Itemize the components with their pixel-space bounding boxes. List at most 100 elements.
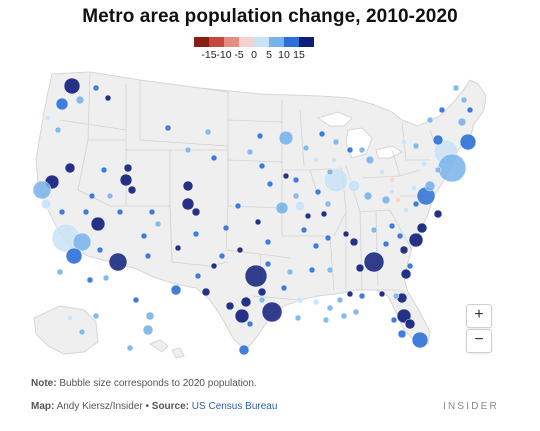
metro-bubble[interactable] [222,224,230,232]
metro-bubble[interactable] [64,162,76,174]
metro-bubble[interactable] [381,195,391,205]
metro-bubble[interactable] [225,301,235,311]
metro-bubble[interactable] [44,114,52,122]
metro-bubble[interactable] [438,106,446,114]
metro-bubble[interactable] [363,191,373,201]
metro-bubble[interactable] [390,316,398,324]
metro-bubble[interactable] [358,292,366,300]
metro-bubble[interactable] [92,312,100,320]
metro-bubble[interactable] [204,128,212,136]
metro-bubble[interactable] [349,237,359,247]
metro-bubble[interactable] [246,148,254,156]
metro-bubble[interactable] [396,232,404,240]
metro-bubble[interactable] [312,242,320,250]
metro-bubble[interactable] [90,216,106,232]
metro-bubble[interactable] [184,146,192,154]
metro-bubble[interactable] [181,197,195,211]
metro-bubble[interactable] [326,266,334,274]
metro-bubble[interactable] [466,106,474,114]
metro-bubble[interactable] [286,268,294,276]
metro-bubble[interactable] [280,284,288,292]
metro-bubble[interactable] [420,160,428,168]
metro-bubble[interactable] [106,192,114,200]
metro-bubble[interactable] [75,95,85,105]
metro-bubble[interactable] [240,296,252,308]
metro-bubble[interactable] [234,308,250,324]
metro-bubble[interactable] [294,314,302,322]
metro-bubble[interactable] [182,180,194,192]
metro-bubble[interactable] [104,94,112,102]
metro-bubble[interactable] [132,296,140,304]
metro-bubble[interactable] [56,268,64,276]
metro-bubble[interactable] [365,155,375,165]
metro-bubble[interactable] [412,142,420,150]
metro-bubble[interactable] [63,77,81,95]
metro-bubble[interactable] [256,132,264,140]
metro-bubble[interactable] [258,296,266,304]
metro-bubble[interactable] [296,296,304,304]
metro-bubble[interactable] [218,252,226,260]
metro-bubble[interactable] [294,200,306,212]
metro-bubble[interactable] [394,196,402,204]
metro-bubble[interactable] [322,316,330,324]
metro-bubble[interactable] [66,314,74,322]
metro-bubble[interactable] [437,153,467,183]
metro-bubble[interactable] [40,198,52,210]
metro-bubble[interactable] [346,290,354,298]
metro-bubble[interactable] [392,292,400,300]
metro-bubble[interactable] [210,262,218,270]
metro-bubble[interactable] [65,247,83,265]
metro-bubble[interactable] [336,296,344,304]
metro-bubble[interactable] [320,210,328,218]
metro-bubble[interactable] [314,188,322,196]
metro-bubble[interactable] [388,176,396,184]
metro-bubble[interactable] [388,188,396,196]
zoom-out-button[interactable]: − [466,329,492,353]
metro-bubble[interactable] [460,96,468,104]
metro-bubble[interactable] [346,146,354,154]
metro-bubble[interactable] [358,146,366,154]
metro-bubble[interactable] [201,287,211,297]
metro-bubble[interactable] [399,245,409,255]
metro-bubble[interactable] [119,173,133,187]
metro-bubble[interactable] [144,252,152,260]
metro-bubble[interactable] [78,328,86,336]
metro-bubble[interactable] [234,202,242,210]
metro-bubble[interactable] [342,230,350,238]
zoom-in-button[interactable]: + [466,304,492,328]
metro-bubble[interactable] [86,276,94,284]
metro-bubble[interactable] [412,200,420,208]
metro-bubble[interactable] [254,218,262,226]
metro-bubble[interactable] [191,207,201,217]
metro-bubble[interactable] [300,226,308,234]
metro-bubble[interactable] [424,180,436,192]
metro-bubble[interactable] [459,133,477,151]
metro-bubble[interactable] [332,138,340,146]
metro-bubble[interactable] [292,176,300,184]
metro-bubble[interactable] [304,212,312,220]
metro-bubble[interactable] [148,208,156,216]
metro-bubble[interactable] [352,308,360,316]
metro-bubble[interactable] [88,192,96,200]
metro-bubble[interactable] [457,117,467,127]
metro-bubble[interactable] [282,172,290,180]
metro-bubble[interactable] [302,144,310,152]
metro-bubble[interactable] [244,264,268,288]
metro-bubble[interactable] [433,209,443,219]
metro-bubble[interactable] [238,344,250,356]
metro-bubble[interactable] [411,331,429,349]
metro-bubble[interactable] [246,320,254,328]
metro-bubble[interactable] [194,272,202,280]
metro-bubble[interactable] [326,168,334,176]
metro-bubble[interactable] [410,184,418,192]
metro-bubble[interactable] [261,301,283,323]
metro-bubble[interactable] [400,268,412,280]
metro-bubble[interactable] [72,232,92,252]
metro-bubble[interactable] [370,226,378,234]
metro-bubble[interactable] [58,208,66,216]
metro-bubble[interactable] [236,246,244,254]
metro-bubble[interactable] [363,251,385,273]
metro-bubbles[interactable] [32,77,477,356]
